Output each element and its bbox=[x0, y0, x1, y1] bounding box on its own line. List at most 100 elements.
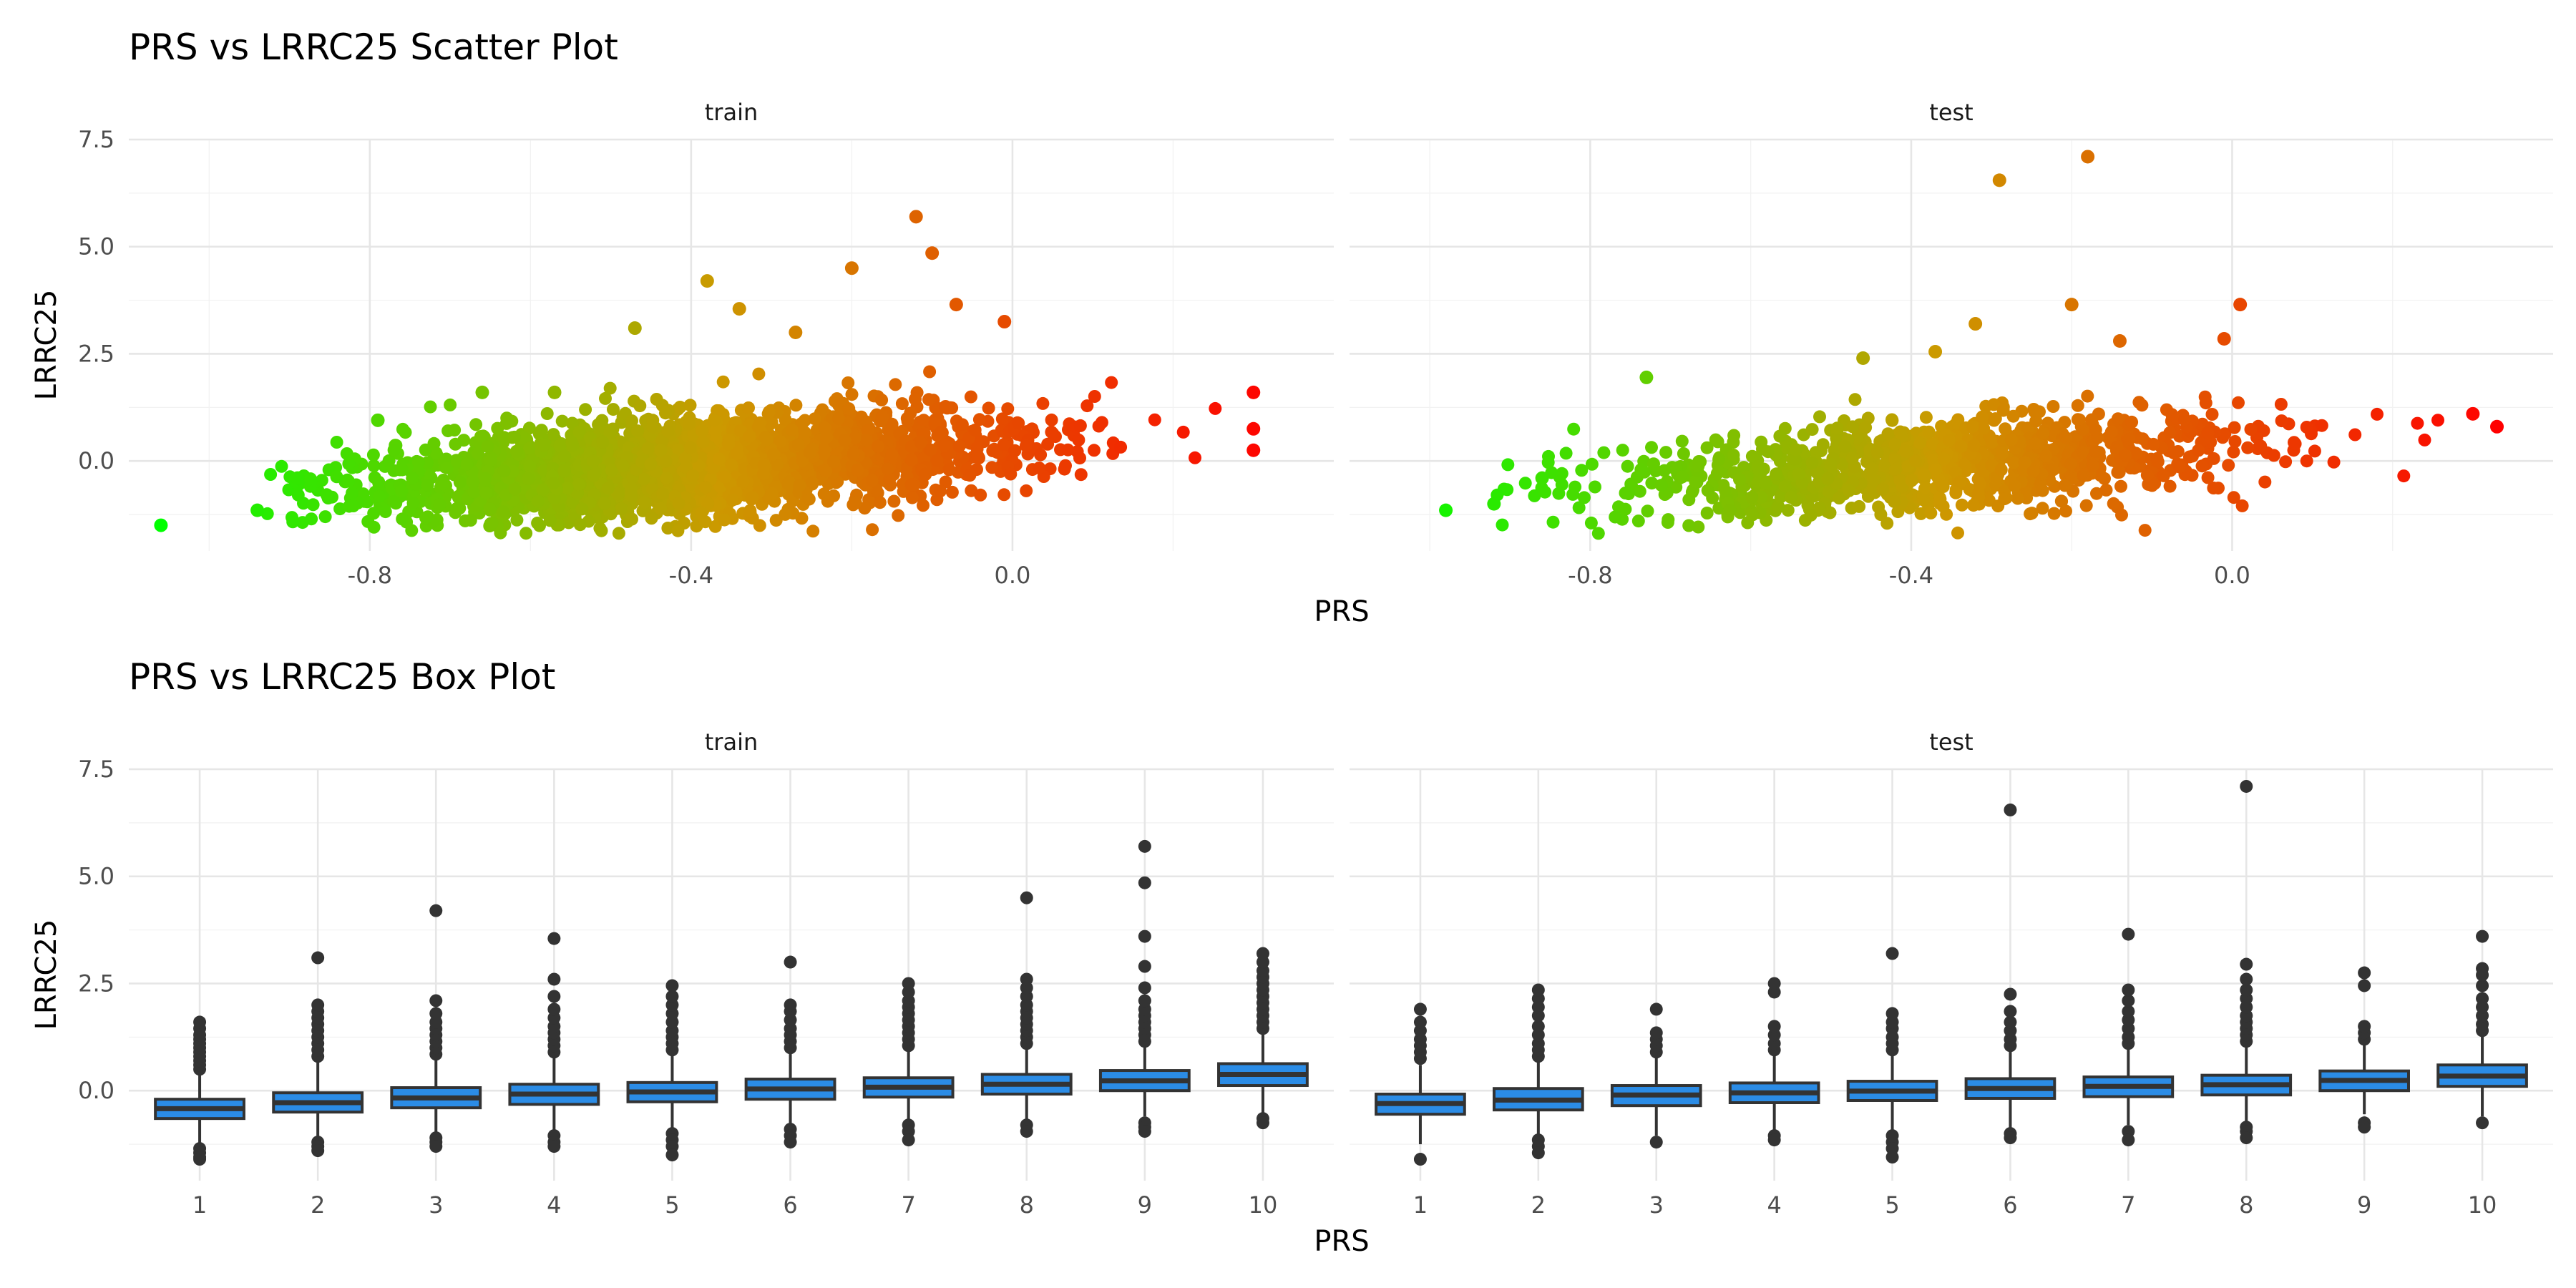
scatter-point bbox=[808, 412, 821, 426]
scatter-point bbox=[671, 524, 685, 537]
scatter-point bbox=[1998, 492, 2011, 506]
scatter-point bbox=[718, 470, 732, 484]
scatter-point bbox=[789, 399, 803, 412]
scatter-point bbox=[2288, 437, 2302, 451]
box-xtick-label: 8 bbox=[1020, 1191, 1034, 1219]
scatter-point bbox=[2111, 412, 2124, 426]
scatter-point bbox=[774, 434, 787, 448]
scatter-point bbox=[2006, 409, 2020, 423]
scatter-point bbox=[1846, 420, 1860, 434]
scatter-point bbox=[712, 452, 726, 466]
box-xtick-label: 2 bbox=[1531, 1191, 1546, 1219]
scatter-point bbox=[641, 441, 655, 455]
box-yticks-train: 0.0 2.5 5.0 7.5 bbox=[78, 756, 114, 1104]
scatter-point bbox=[1584, 516, 1598, 530]
box-outlier bbox=[1531, 1020, 1545, 1033]
box-xtick-label: 6 bbox=[783, 1191, 797, 1219]
scatter-point bbox=[2205, 408, 2219, 421]
scatter-point bbox=[1634, 463, 1648, 477]
scatter-point bbox=[2008, 479, 2021, 492]
scatter-xtick-label: 0.0 bbox=[994, 562, 1030, 589]
scatter-point bbox=[844, 261, 859, 275]
scatter-point bbox=[673, 401, 687, 414]
box-8 bbox=[980, 891, 1073, 1138]
scatter-point bbox=[1682, 519, 1696, 532]
scatter-point bbox=[885, 417, 899, 431]
scatter-point bbox=[930, 454, 944, 467]
scatter-point bbox=[963, 469, 977, 482]
box-outlier bbox=[1413, 1153, 1427, 1166]
scatter-point bbox=[1008, 444, 1022, 457]
box-7 bbox=[2082, 927, 2175, 1147]
scatter-point bbox=[650, 393, 663, 406]
scatter-point bbox=[745, 492, 758, 506]
scatter-point bbox=[791, 438, 805, 452]
scatter-point bbox=[1114, 440, 1128, 454]
scatter-point bbox=[887, 494, 901, 508]
box-xticks-test: 1 2 3 4 5 6 7 8 9 10 bbox=[1413, 1191, 2497, 1219]
scatter-point bbox=[1538, 485, 1552, 499]
scatter-point bbox=[522, 472, 535, 486]
scatter-point bbox=[1675, 434, 1689, 448]
scatter-point bbox=[565, 436, 579, 449]
box-outlier bbox=[1413, 1015, 1427, 1029]
box-outlier bbox=[2004, 1131, 2017, 1145]
scatter-point bbox=[2140, 468, 2154, 482]
scatter-point bbox=[1881, 427, 1895, 441]
scatter-point bbox=[372, 475, 386, 489]
scatter-point bbox=[1953, 475, 1967, 489]
scatter-point bbox=[2110, 440, 2124, 454]
box-2 bbox=[1493, 983, 1584, 1160]
scatter-point bbox=[1692, 459, 1705, 473]
box-10 bbox=[1217, 947, 1309, 1130]
scatter-point bbox=[1824, 458, 1838, 471]
scatter-point bbox=[1772, 500, 1785, 514]
scatter-point bbox=[659, 406, 672, 420]
box-grid-test bbox=[1350, 768, 2553, 1181]
scatter-point bbox=[436, 477, 449, 491]
scatter-point bbox=[1004, 467, 1018, 481]
scatter-point bbox=[330, 470, 343, 484]
box-outlier bbox=[1767, 977, 1781, 990]
scatter-point bbox=[1647, 457, 1660, 471]
scatter-point bbox=[1865, 462, 1879, 476]
scatter-point bbox=[1659, 446, 1673, 459]
scatter-point bbox=[757, 467, 770, 480]
scatter-point bbox=[2279, 455, 2293, 469]
scatter-point bbox=[1889, 462, 1903, 476]
scatter-point bbox=[1528, 489, 1541, 502]
scatter-point bbox=[523, 459, 537, 473]
scatter-point bbox=[519, 527, 533, 540]
scatter-point bbox=[731, 447, 744, 460]
scatter-point bbox=[2163, 479, 2177, 493]
scatter-point bbox=[1949, 486, 1963, 499]
scatter-point bbox=[366, 448, 380, 462]
scatter-point bbox=[1885, 413, 1898, 426]
scatter-point bbox=[771, 458, 784, 472]
scatter-point bbox=[1968, 317, 1983, 331]
scatter-point bbox=[2112, 334, 2127, 348]
box-outlier bbox=[2476, 979, 2489, 992]
scatter-point bbox=[982, 401, 995, 415]
scatter-point bbox=[683, 399, 697, 412]
scatter-point bbox=[2397, 469, 2411, 483]
scatter-point bbox=[523, 441, 536, 455]
scatter-point bbox=[801, 492, 815, 505]
scatter-point bbox=[1933, 491, 1946, 504]
scatter-point bbox=[1176, 425, 1190, 439]
scatter-point bbox=[250, 503, 265, 517]
scatter-point bbox=[2024, 474, 2037, 488]
scatter-point bbox=[679, 452, 693, 465]
scatter-point bbox=[419, 511, 432, 525]
scatter-point bbox=[1788, 452, 1802, 466]
scatter-point bbox=[1880, 517, 1894, 530]
scatter-point bbox=[396, 512, 409, 526]
scatter-point bbox=[560, 482, 574, 495]
scatter-point bbox=[1773, 429, 1787, 443]
scatter-point bbox=[842, 402, 856, 416]
scatter-point bbox=[1966, 420, 1979, 434]
box-outlier bbox=[1531, 1146, 1545, 1160]
box-outlier bbox=[2476, 992, 2489, 1005]
scatter-point bbox=[654, 444, 668, 457]
